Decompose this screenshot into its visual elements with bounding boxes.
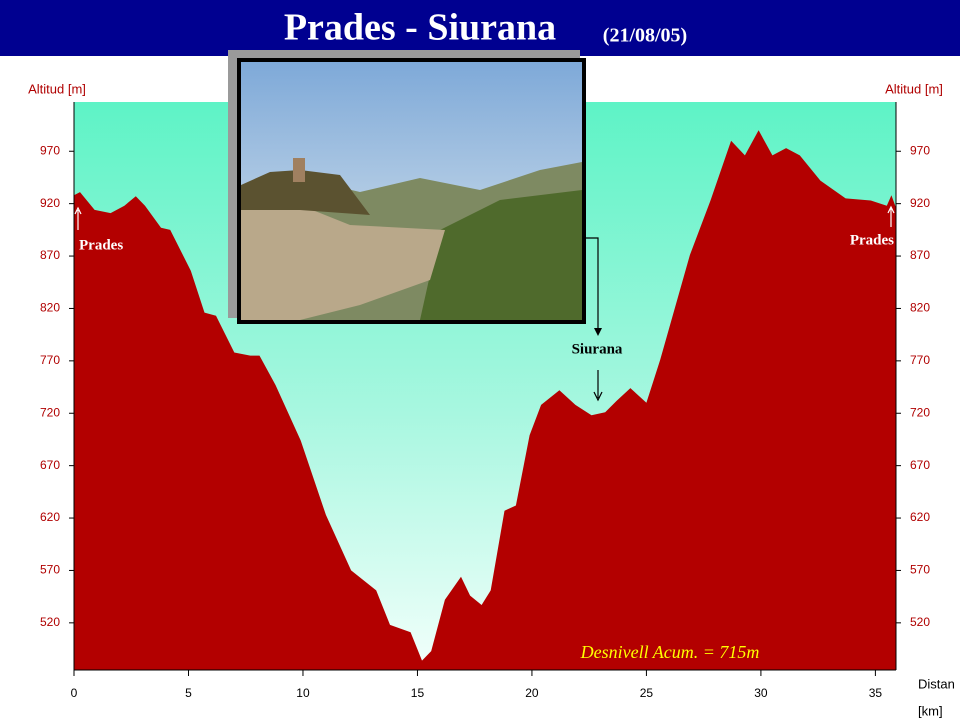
y-tick-label: 870 [40,248,60,262]
y-tick-label: 720 [40,405,60,419]
y2-tick-label: 870 [910,248,930,262]
y2-tick-label: 670 [910,458,930,472]
start-arrow [74,206,82,230]
photo-trees [241,170,370,215]
pointer-line [586,237,599,330]
chart-title: Prades - Siurana [284,7,556,49]
y-tick-label: 920 [40,196,60,210]
y-tick-label: 770 [40,353,60,367]
y2-tick-label: 770 [910,353,930,367]
y2-tick-label: 520 [910,615,930,629]
x-axis-label: Distan [918,676,955,691]
photo-rock [241,205,445,320]
x-tick-label: 0 [71,686,78,700]
x-tick-label: 20 [525,686,539,700]
annotation: Prades [79,237,123,253]
annotation: Desnivell Acum. = 715m [580,642,760,662]
x-tick-label: 15 [411,686,425,700]
y-tick-label: 970 [40,143,60,157]
x-tick-label: 5 [185,686,192,700]
chart-subtitle: (21/08/05) [603,25,687,47]
annotation: Prades [850,232,894,248]
x-axis-unit: [km] [918,703,943,718]
x-tick-label: 30 [754,686,768,700]
y-tick-label: 620 [40,510,60,524]
y-tick-label: 820 [40,301,60,315]
y2-tick-label: 970 [910,143,930,157]
y2-tick-label: 920 [910,196,930,210]
end-arrow [887,205,895,227]
y2-tick-label: 820 [910,301,930,315]
y2-axis-label: Altitud [m] [885,81,943,96]
x-tick-label: 25 [640,686,654,700]
y2-tick-label: 570 [910,563,930,577]
y2-tick-label: 620 [910,510,930,524]
x-tick-label: 35 [869,686,883,700]
y-tick-label: 670 [40,458,60,472]
photo-tower [293,158,305,182]
annotation: Siurana [572,341,623,357]
elevation-area [74,130,896,671]
photo [228,50,586,324]
pointer-arrow [594,328,602,336]
siurana-arrow [593,370,603,402]
title-bar [0,0,960,56]
photo-valley [420,190,582,320]
marks [74,130,896,671]
x-tick-label: 10 [296,686,310,700]
y2-tick-label: 720 [910,405,930,419]
y-tick-label: 570 [40,563,60,577]
y-axis-label: Altitud [m] [28,81,86,96]
y-tick-label: 520 [40,615,60,629]
